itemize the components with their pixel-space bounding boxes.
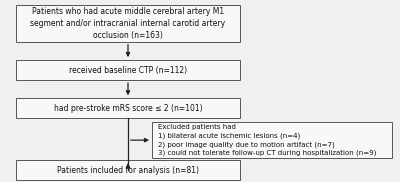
Text: Patients who had acute middle cerebral artery M1
segment and/or intracranial int: Patients who had acute middle cerebral a… (30, 7, 226, 40)
FancyBboxPatch shape (16, 5, 240, 42)
Text: had pre-stroke mRS score ≤ 2 (n=101): had pre-stroke mRS score ≤ 2 (n=101) (54, 104, 202, 113)
FancyBboxPatch shape (16, 160, 240, 180)
FancyBboxPatch shape (152, 122, 392, 158)
FancyBboxPatch shape (16, 60, 240, 80)
FancyBboxPatch shape (16, 98, 240, 118)
Text: Excluded patients had
1) bilateral acute ischemic lesions (n=4)
2) poor image qu: Excluded patients had 1) bilateral acute… (158, 124, 376, 156)
Text: received baseline CTP (n=112): received baseline CTP (n=112) (69, 66, 187, 75)
Text: Patients included for analysis (n=81): Patients included for analysis (n=81) (57, 166, 199, 175)
